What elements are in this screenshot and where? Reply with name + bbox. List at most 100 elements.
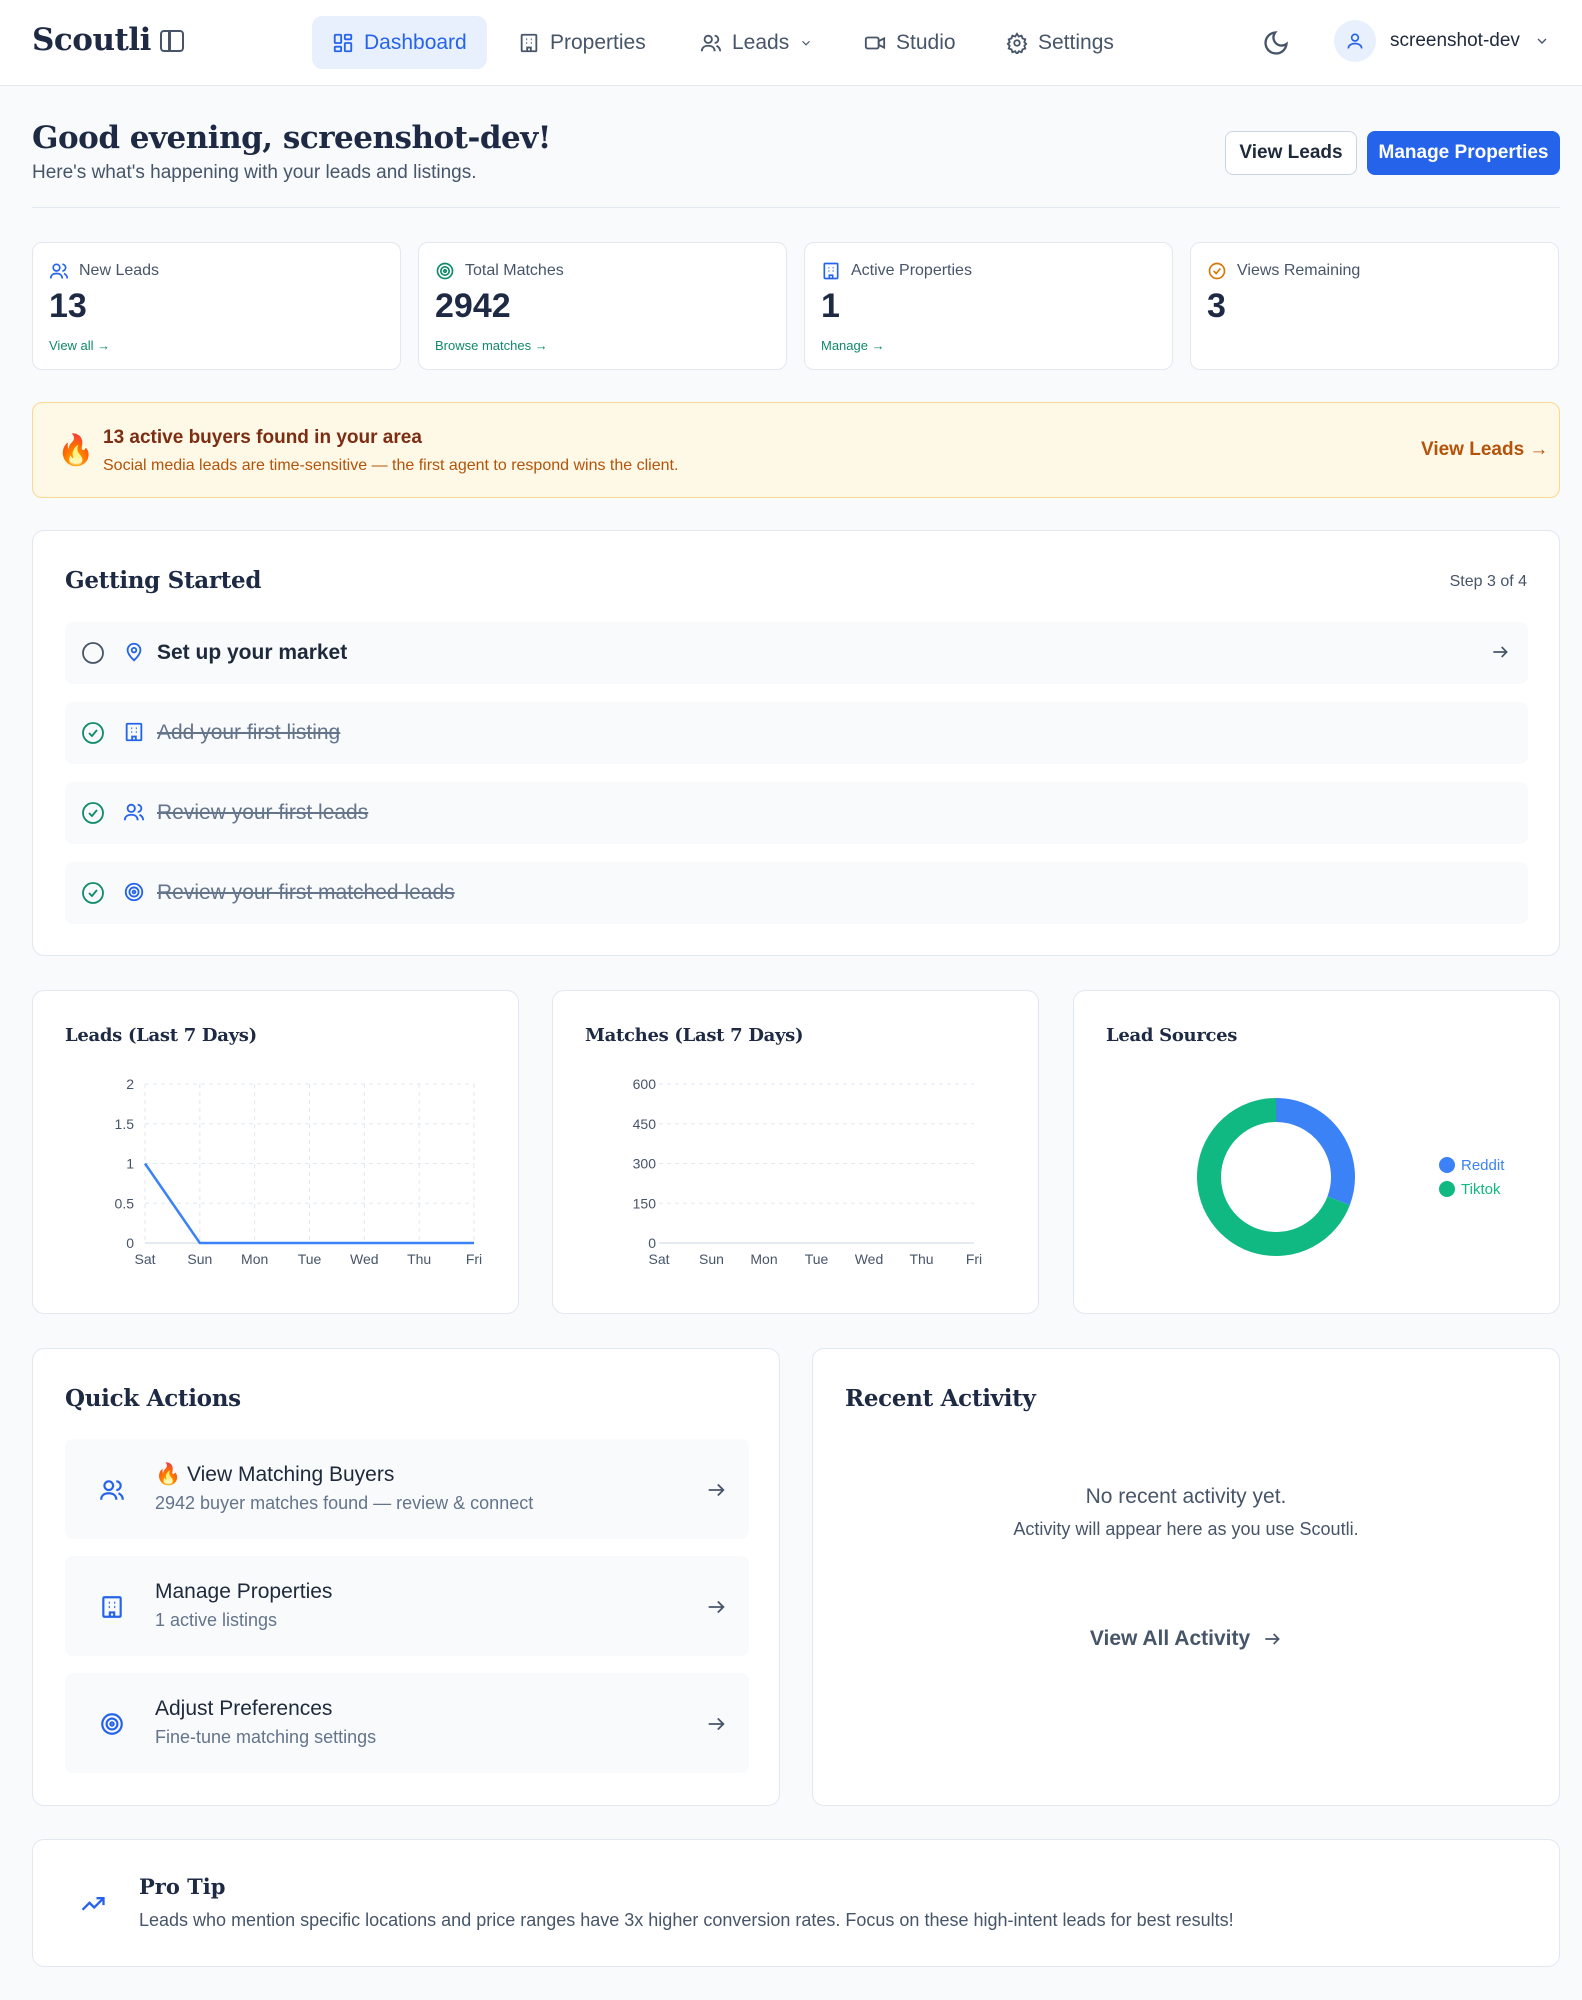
dark-mode-toggle-icon[interactable] <box>1262 29 1290 57</box>
task-label: Add your first listing <box>157 721 341 744</box>
action-title: Adjust Preferences <box>155 1697 333 1720</box>
users-icon <box>49 263 69 279</box>
matches-chart-card: Matches (Last 7 Days) 0 150 300 450 600 Sat Su… <box>552 990 1039 1314</box>
user-icon <box>1347 33 1363 49</box>
x-tick-label: Mon <box>241 1251 268 1267</box>
view-all-leads-link[interactable]: View all → <box>49 338 111 353</box>
chevron-down-icon <box>1537 38 1547 44</box>
arrow-right-icon <box>1493 646 1508 658</box>
empty-state-text: Activity will appear here as you use Sco… <box>1013 1519 1359 1539</box>
building-icon <box>823 262 839 280</box>
nav-leads-label: Leads <box>732 30 790 54</box>
x-tick-label: Wed <box>350 1251 379 1267</box>
series-line <box>143 1162 474 1245</box>
nav-studio-label: Studio <box>896 30 956 54</box>
recent-activity-title: Recent Activity <box>845 1385 1036 1412</box>
arrow-right-icon <box>1265 1633 1280 1645</box>
sidebar-toggle-icon[interactable] <box>160 30 184 52</box>
view-all-activity-link[interactable]: View All Activity <box>813 1627 1559 1651</box>
pie-slice-reddit <box>1275 1098 1355 1206</box>
stat-label: Total Matches <box>465 262 564 279</box>
task-label: Review your first leads <box>157 801 369 824</box>
check-circle-icon <box>82 722 104 744</box>
x-tick-label: Sun <box>187 1251 212 1267</box>
x-tick-label: Sat <box>648 1251 669 1267</box>
y-tick-label: 1.5 <box>115 1116 135 1132</box>
task-setup-market[interactable]: Set up your market <box>65 622 1528 684</box>
x-tick-label: Thu <box>909 1251 933 1267</box>
stat-value: 2942 <box>435 287 511 325</box>
y-tick-label: 0.5 <box>115 1195 135 1211</box>
app-logo[interactable]: Scoutli <box>32 22 151 58</box>
pie-slice-tiktok <box>1197 1098 1350 1256</box>
fire-icon: 🔥 <box>57 434 95 467</box>
stat-label: New Leads <box>79 262 160 279</box>
view-matching-buyers-action[interactable]: 🔥 View Matching Buyers 2942 buyer matche… <box>65 1439 749 1539</box>
nav-leads[interactable]: Leads <box>680 16 833 69</box>
x-tick-label: Tue <box>805 1251 829 1267</box>
view-leads-button[interactable]: View Leads <box>1225 131 1357 175</box>
chart-title: Lead Sources <box>1106 1025 1238 1046</box>
buyers-alert-banner: 🔥 13 active buyers found in your area So… <box>32 402 1560 498</box>
nav-dashboard-label: Dashboard <box>364 30 467 54</box>
chart-title: Matches (Last 7 Days) <box>585 1025 804 1046</box>
y-tick-label: 0 <box>648 1235 656 1251</box>
task-review-leads[interactable]: Review your first leads <box>65 782 1528 844</box>
alert-text: Social media leads are time-sensitive — … <box>103 457 679 474</box>
x-tick-label: Mon <box>750 1251 777 1267</box>
header-divider <box>32 207 1560 208</box>
x-tick-label: Thu <box>407 1251 431 1267</box>
avatar <box>1334 20 1376 62</box>
building-icon <box>102 1596 122 1618</box>
y-tick-label: 0 <box>126 1235 134 1251</box>
adjust-preferences-action[interactable]: Adjust Preferences Fine-tune matching se… <box>65 1673 749 1773</box>
y-tick-label: 1 <box>126 1156 134 1172</box>
map-pin-icon <box>126 642 142 662</box>
browse-matches-link[interactable]: Browse matches → <box>435 338 548 353</box>
target-icon <box>436 262 454 280</box>
arrow-right-icon <box>708 1600 725 1614</box>
nav-studio[interactable]: Studio <box>844 16 976 69</box>
top-nav: Scoutli Dashboard Properties Leads Studi… <box>0 0 1582 86</box>
alert-view-leads-link[interactable]: View Leads → <box>1421 439 1549 460</box>
stat-total-matches: Total Matches 2942 Browse matches → <box>418 242 787 370</box>
nav-properties[interactable]: Properties <box>498 16 666 69</box>
users-icon <box>100 1480 124 1500</box>
manage-properties-button[interactable]: Manage Properties <box>1367 131 1560 175</box>
stat-views-remaining: Views Remaining 3 <box>1190 242 1559 370</box>
action-subtitle: Fine-tune matching settings <box>155 1727 377 1747</box>
target-icon <box>101 1713 123 1735</box>
chevron-down-icon <box>802 40 811 46</box>
empty-circle-icon <box>82 642 104 664</box>
recent-activity-card: Recent Activity No recent activity yet. … <box>812 1348 1560 1806</box>
user-menu[interactable]: screenshot-dev <box>1334 20 1550 62</box>
x-tick-label: Fri <box>466 1251 482 1267</box>
legend-label: Tiktok <box>1461 1181 1501 1198</box>
legend-label: Reddit <box>1461 1157 1505 1174</box>
leads-chart-card: Leads (Last 7 Days) 0 0.5 1 1.5 2 Sat Sun Mon Tu… <box>32 990 519 1314</box>
lead-sources-donut-chart: Reddit Tiktok <box>1197 1098 1505 1256</box>
nav-dashboard[interactable]: Dashboard <box>312 16 487 69</box>
action-title: 🔥 View Matching Buyers <box>155 1463 395 1486</box>
manage-properties-link[interactable]: Manage → <box>821 338 885 353</box>
dashboard-icon <box>333 33 353 52</box>
getting-started-title: Getting Started <box>65 567 262 594</box>
stat-label: Active Properties <box>851 262 972 279</box>
x-tick-label: Wed <box>855 1251 884 1267</box>
users-icon <box>700 34 722 51</box>
stat-value: 1 <box>821 287 840 325</box>
arrow-right-icon <box>708 1483 725 1497</box>
matches-line-chart: 0 150 300 450 600 Sat Sun Mon Tue Wed Thu Fri <box>633 1076 983 1267</box>
x-tick-label: Fri <box>966 1251 982 1267</box>
task-add-listing[interactable]: Add your first listing <box>65 702 1528 764</box>
arrow-right-icon <box>708 1717 725 1731</box>
task-review-matched-leads[interactable]: Review your first matched leads <box>65 862 1528 924</box>
action-subtitle: 1 active listings <box>155 1610 278 1630</box>
nav-properties-label: Properties <box>550 30 646 54</box>
pro-tip-card: Pro Tip Leads who mention specific locat… <box>32 1839 1560 1967</box>
manage-properties-action[interactable]: Manage Properties 1 active listings <box>65 1556 749 1656</box>
x-tick-label: Tue <box>298 1251 322 1267</box>
nav-settings[interactable]: Settings <box>986 16 1134 69</box>
building-icon <box>520 33 538 52</box>
stat-value: 13 <box>49 287 87 325</box>
